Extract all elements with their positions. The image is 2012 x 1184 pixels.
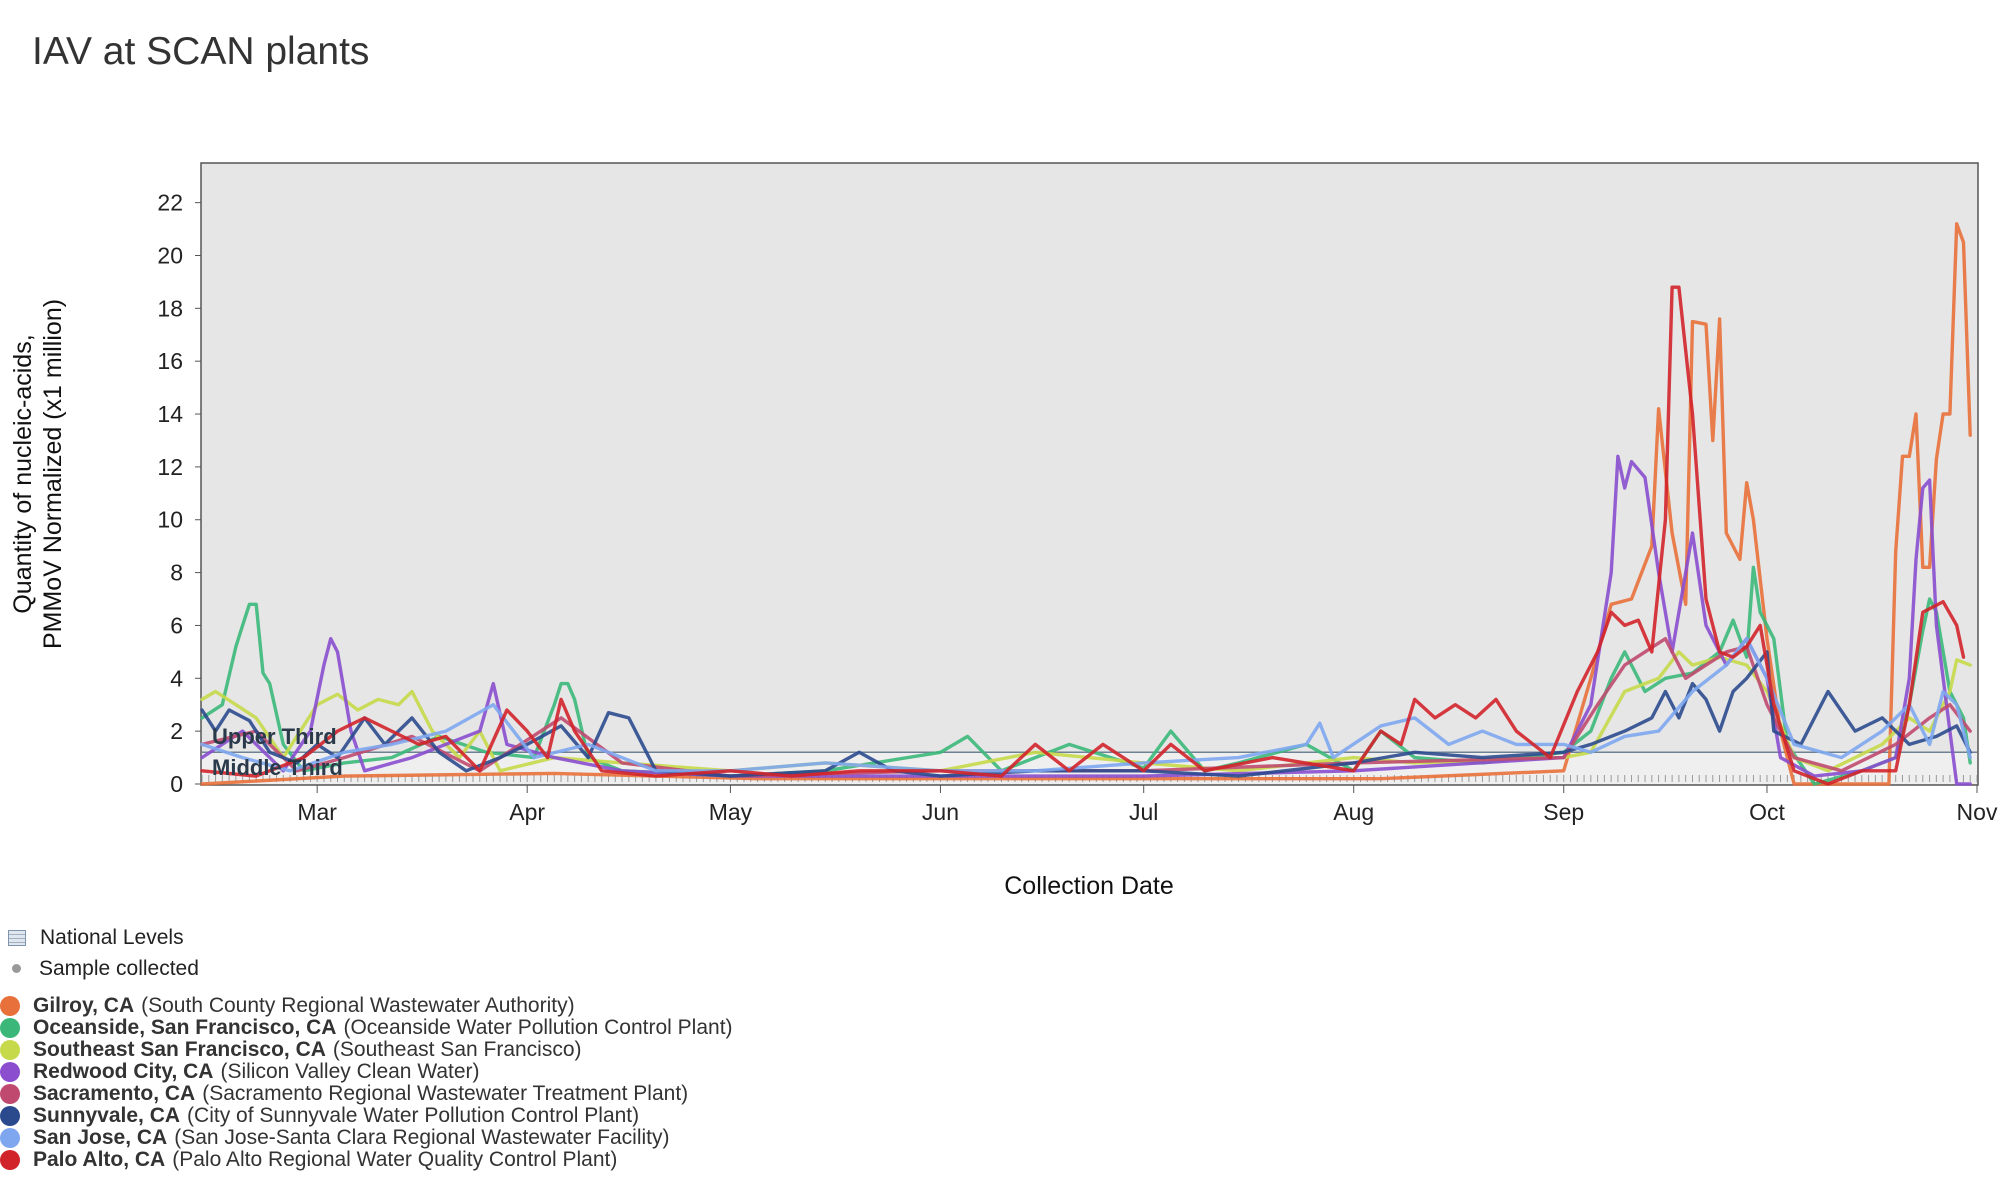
legend-item[interactable]: Redwood City, CA (Silicon Valley Clean Wa… bbox=[0, 1060, 733, 1083]
legend-item[interactable]: Sunnyvale, CA (City of Sunnyvale Water Po… bbox=[0, 1104, 733, 1127]
national-levels-icon bbox=[8, 929, 26, 946]
sample-dot-icon bbox=[12, 964, 21, 973]
legend-plant: (Palo Alto Regional Water Quality Contro… bbox=[172, 1148, 618, 1171]
series-line-4[interactable] bbox=[200, 637, 1972, 778]
y-tick-label: 0 bbox=[170, 771, 183, 797]
series-line-7[interactable] bbox=[200, 285, 1966, 786]
national-levels-label: National Levels bbox=[40, 925, 184, 949]
y-tick-label: 20 bbox=[157, 242, 183, 268]
legend-item[interactable]: Southeast San Francisco, CA (Southeast Sa… bbox=[0, 1038, 733, 1061]
band-label-middle-third: Middle Third bbox=[212, 755, 343, 780]
legend-city: Oceanside, San Francisco, CA bbox=[33, 1016, 337, 1039]
legend-plant: (Sacramento Regional Wastewater Treatmen… bbox=[202, 1082, 689, 1105]
chart-title: IAV at SCAN plants bbox=[32, 30, 370, 73]
y-tick-label: 14 bbox=[157, 401, 183, 427]
y-tick-label: 22 bbox=[157, 190, 183, 216]
legend-item[interactable]: San Jose, CA (San Jose-Santa Clara Region… bbox=[0, 1126, 733, 1149]
legend-city: Redwood City, CA bbox=[33, 1060, 214, 1083]
y-tick-label: 12 bbox=[157, 454, 183, 480]
y-axis-title-line-2: PMMoV Normalized (x1 million) bbox=[39, 299, 67, 649]
y-tick-label: 2 bbox=[170, 718, 183, 744]
sample-collected-label: Sample collected bbox=[39, 956, 199, 980]
legend-swatch bbox=[0, 996, 20, 1016]
legend-plant: (South County Regional Wastewater Author… bbox=[141, 994, 575, 1017]
legend-item[interactable]: Gilroy, CA (South County Regional Wastewa… bbox=[0, 994, 733, 1017]
y-tick-label: 16 bbox=[157, 348, 183, 374]
x-tick-label: Nov bbox=[1957, 799, 1998, 825]
band-label-upper-third: Upper Third bbox=[212, 724, 337, 749]
legend-city: Palo Alto, CA bbox=[33, 1148, 166, 1171]
legend-item[interactable]: Oceanside, San Francisco, CA (Oceanside W… bbox=[0, 1016, 733, 1039]
legend-plant: (Southeast San Francisco) bbox=[332, 1038, 582, 1061]
series-line-0[interactable] bbox=[200, 222, 1972, 786]
series-line-6[interactable] bbox=[200, 637, 1972, 773]
legend-city: Sacramento, CA bbox=[33, 1082, 196, 1105]
y-tick-label: 8 bbox=[170, 560, 183, 586]
x-tick-label: Aug bbox=[1333, 799, 1374, 825]
plot-area bbox=[200, 162, 1979, 786]
y-axis: 0 2 4 6 8 10 12 14 16 18 20 22 bbox=[157, 190, 201, 797]
legend-plant: (San Jose-Santa Clara Regional Wastewate… bbox=[174, 1126, 670, 1149]
legend-swatch bbox=[0, 1018, 20, 1038]
x-tick-label: May bbox=[709, 799, 753, 825]
series-legend: Gilroy, CA (South County Regional Wastewa… bbox=[0, 994, 733, 1171]
x-tick-label: Sep bbox=[1543, 799, 1584, 825]
x-axis-title: Collection Date bbox=[1004, 872, 1174, 900]
y-tick-label: 6 bbox=[170, 612, 183, 638]
chart-canvas: Upper Third Middle Third 0 2 4 6 8 10 12 14 16 18… bbox=[9, 162, 1998, 900]
legend-city: Gilroy, CA bbox=[33, 994, 135, 1017]
legend-swatch bbox=[0, 1128, 20, 1148]
series-lines bbox=[200, 222, 1972, 786]
legend-city: Sunnyvale, CA bbox=[33, 1104, 181, 1127]
legend-swatch bbox=[0, 1084, 20, 1104]
legend-swatch bbox=[0, 1062, 20, 1082]
x-tick-label: Oct bbox=[1749, 799, 1785, 825]
legend-national-levels[interactable]: National Levels bbox=[8, 922, 199, 953]
y-tick-label: 4 bbox=[170, 665, 183, 691]
x-axis: Mar Apr May Jun Jul Aug Sep Oct Nov bbox=[297, 785, 1998, 825]
legend-city: Southeast San Francisco, CA bbox=[33, 1038, 326, 1061]
x-tick-label: Jul bbox=[1129, 799, 1158, 825]
legend-markers: National Levels Sample collected bbox=[8, 922, 199, 984]
legend-city: San Jose, CA bbox=[33, 1126, 168, 1149]
y-axis-title-line-1: Quantity of nucleic-acids, bbox=[9, 334, 37, 613]
x-tick-label: Jun bbox=[922, 799, 959, 825]
legend-plant: (City of Sunnyvale Water Pollution Contr… bbox=[187, 1104, 640, 1127]
legend-plant: (Oceanside Water Pollution Control Plant… bbox=[343, 1016, 733, 1039]
y-tick-label: 10 bbox=[157, 507, 183, 533]
legend-plant: (Silicon Valley Clean Water) bbox=[220, 1060, 480, 1083]
series-line-3[interactable] bbox=[200, 454, 1972, 786]
legend-item[interactable]: Sacramento, CA (Sacramento Regional Waste… bbox=[0, 1082, 733, 1105]
legend-sample-collected[interactable]: Sample collected bbox=[8, 953, 199, 984]
legend-item[interactable]: Palo Alto, CA (Palo Alto Regional Water Q… bbox=[0, 1148, 733, 1171]
x-tick-label: Apr bbox=[509, 799, 545, 825]
legend-swatch bbox=[0, 1106, 20, 1126]
y-tick-label: 18 bbox=[157, 295, 183, 321]
x-tick-label: Mar bbox=[297, 799, 337, 825]
legend-swatch bbox=[0, 1150, 20, 1170]
legend-swatch bbox=[0, 1040, 20, 1060]
